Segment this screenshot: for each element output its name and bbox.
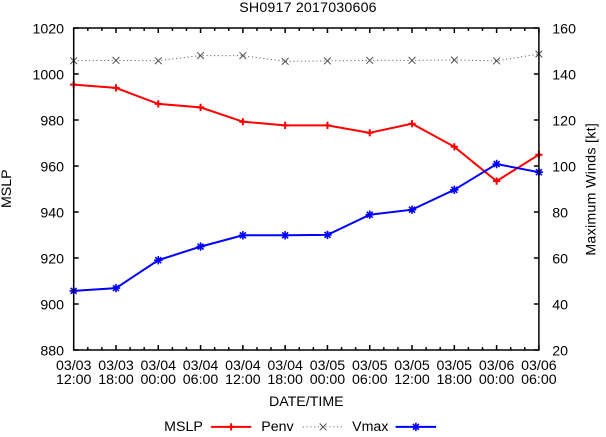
svg-text:100: 100 [552,159,576,175]
svg-text:MSLP: MSLP [164,419,203,432]
svg-text:03/06: 03/06 [479,358,515,374]
svg-text:00:00: 00:00 [479,372,515,388]
svg-text:03/04: 03/04 [183,358,219,374]
svg-text:06:00: 06:00 [352,372,388,388]
svg-text:Maximum Winds [kt]: Maximum Winds [kt] [583,123,599,256]
svg-text:03/03: 03/03 [56,358,92,374]
svg-text:12:00: 12:00 [225,372,261,388]
svg-text:60: 60 [552,251,568,267]
svg-text:Penv: Penv [261,419,294,432]
svg-text:1020: 1020 [32,21,64,37]
svg-text:900: 900 [40,297,64,313]
svg-text:880: 880 [40,343,64,359]
svg-text:03/04: 03/04 [267,358,303,374]
svg-text:920: 920 [40,251,64,267]
svg-text:00:00: 00:00 [141,372,177,388]
svg-text:18:00: 18:00 [98,372,134,388]
svg-text:03/05: 03/05 [310,358,346,374]
svg-text:00:00: 00:00 [310,372,346,388]
svg-text:03/06: 03/06 [521,358,557,374]
svg-text:12:00: 12:00 [56,372,92,388]
svg-text:160: 160 [552,21,576,37]
svg-text:20: 20 [552,343,568,359]
svg-text:140: 140 [552,67,576,83]
svg-text:03/05: 03/05 [352,358,388,374]
svg-text:960: 960 [40,159,64,175]
svg-text:03/05: 03/05 [394,358,430,374]
svg-text:18:00: 18:00 [437,372,473,388]
svg-text:MSLP: MSLP [0,169,15,208]
svg-text:1000: 1000 [32,67,64,83]
svg-text:120: 120 [552,113,576,129]
svg-text:06:00: 06:00 [521,372,557,388]
svg-text:12:00: 12:00 [394,372,430,388]
svg-text:980: 980 [40,113,64,129]
svg-text:06:00: 06:00 [183,372,219,388]
svg-text:940: 940 [40,205,64,221]
svg-text:DATE/TIME: DATE/TIME [269,394,344,410]
svg-text:18:00: 18:00 [267,372,303,388]
svg-text:03/03: 03/03 [98,358,134,374]
svg-text:Vmax: Vmax [352,419,388,432]
svg-text:03/04: 03/04 [225,358,261,374]
svg-text:03/05: 03/05 [437,358,473,374]
svg-text:SH0917 2017030606: SH0917 2017030606 [239,0,377,16]
svg-text:03/04: 03/04 [141,358,177,374]
svg-text:80: 80 [552,205,568,221]
svg-text:40: 40 [552,297,568,313]
